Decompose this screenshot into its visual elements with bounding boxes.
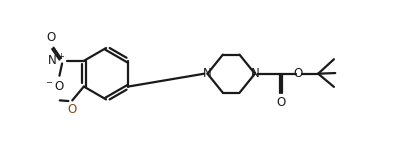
Text: O: O <box>67 103 76 116</box>
Text: N: N <box>203 67 212 80</box>
Text: O: O <box>46 31 55 44</box>
Text: O: O <box>276 96 285 109</box>
Text: $^-$O: $^-$O <box>44 80 65 93</box>
Text: O: O <box>293 67 303 80</box>
Text: N: N <box>251 67 259 80</box>
Text: N$^+$: N$^+$ <box>47 53 65 68</box>
